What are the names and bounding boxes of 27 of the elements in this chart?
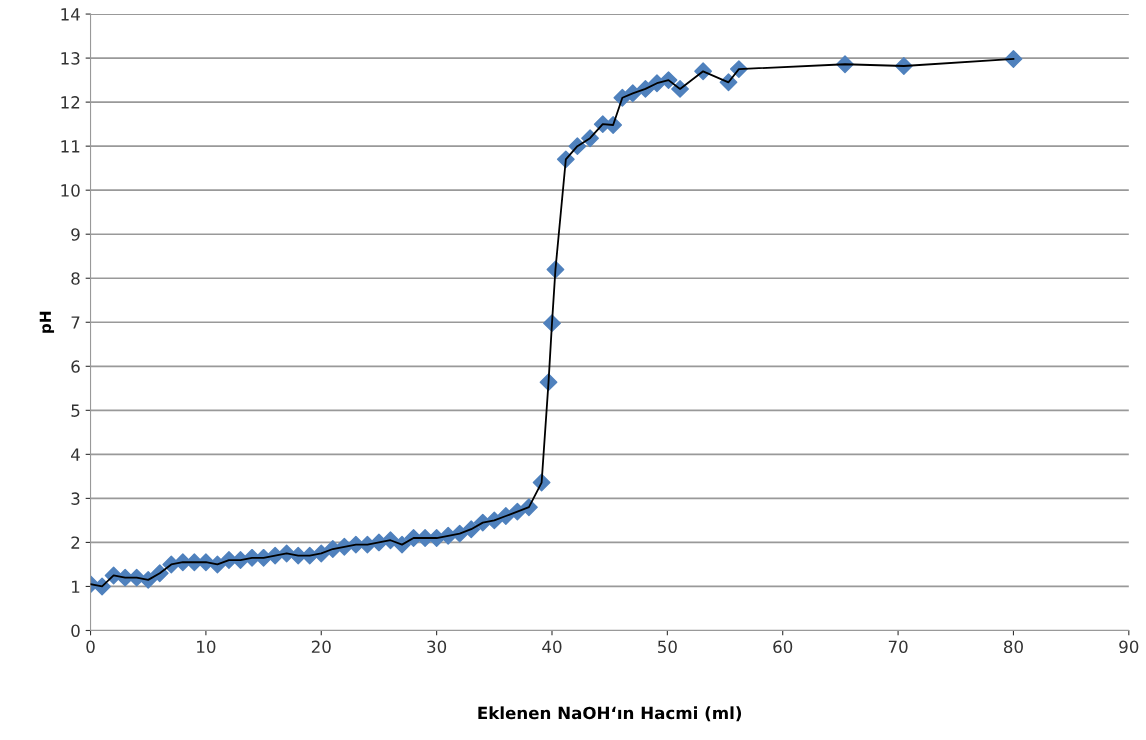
y-tick-label: 1 bbox=[72, 580, 80, 593]
y-tick-label: 5 bbox=[71, 404, 80, 417]
x-tick-label: 20 bbox=[311, 640, 331, 654]
x-tick-label: 70 bbox=[888, 640, 908, 654]
x-tick-label: 90 bbox=[1119, 640, 1139, 654]
y-tick-label: 4 bbox=[71, 448, 80, 461]
y-tick-label: 10 bbox=[61, 184, 80, 197]
y-tick-label: 2 bbox=[71, 536, 80, 549]
y-tick-label: 11 bbox=[61, 140, 80, 153]
y-tick-label: 7 bbox=[71, 316, 80, 329]
x-tick-label: 0 bbox=[86, 640, 95, 654]
x-tick-label: 30 bbox=[427, 640, 447, 654]
x-tick-label: 60 bbox=[773, 640, 793, 654]
x-tick-label: 10 bbox=[197, 640, 216, 654]
y-tick-label: 0 bbox=[71, 624, 80, 638]
y-tick-label: 9 bbox=[71, 228, 80, 241]
x-tick-label: 40 bbox=[542, 640, 562, 654]
y-tick-label: 3 bbox=[71, 492, 80, 505]
y-tick-label: 8 bbox=[71, 272, 80, 285]
y-tick-label: 12 bbox=[61, 96, 80, 109]
y-axis-title: pH bbox=[39, 311, 55, 333]
x-tick-label: 50 bbox=[658, 640, 677, 654]
x-tick-label: 80 bbox=[1003, 640, 1023, 654]
y-tick-label: 13 bbox=[61, 52, 80, 65]
x-axis-title: Eklenen NaOH‘ın Hacmi (ml) bbox=[478, 706, 742, 722]
y-tick-label: 6 bbox=[71, 360, 80, 373]
y-tick-label: 14 bbox=[61, 8, 80, 21]
